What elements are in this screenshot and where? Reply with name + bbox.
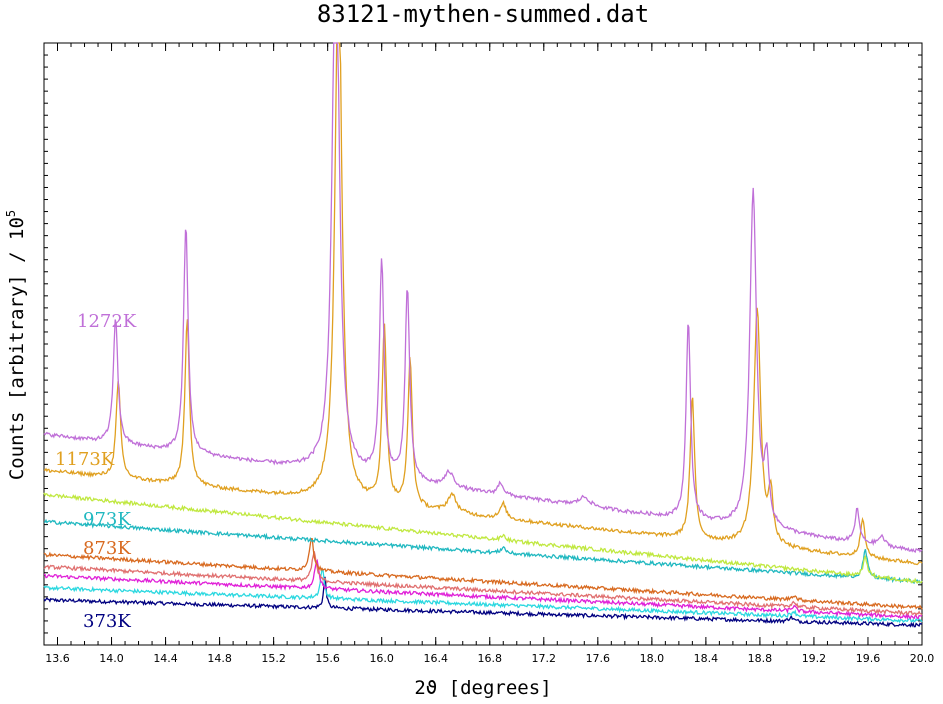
x-tick-label: 16.0: [369, 652, 394, 665]
x-axis-ticks: 13.6 14.0 14.4 14.8 15.2 15.6 16.0 16.4 16.8 17.2…: [43, 42, 935, 665]
chart-title: 83121-mythen-summed.dat: [317, 0, 649, 28]
x-tick-label: 18.0: [640, 652, 665, 665]
series-label-973K: 973K: [83, 509, 131, 530]
plot-frame: [43, 42, 923, 646]
series-line-1272K: [43, 42, 923, 554]
x-tick-label: 19.2: [802, 652, 827, 665]
x-tick-label: 18.8: [748, 652, 773, 665]
y-axis-label-exponent: 5: [4, 210, 18, 217]
x-tick-label: 14.0: [99, 652, 124, 665]
x-tick-label: 15.2: [261, 652, 286, 665]
svg-text:Counts [arbitrary] / 105: Counts [arbitrary] / 105: [4, 210, 28, 480]
series-label-1173K: 1173K: [55, 449, 115, 470]
y-axis-label: Counts [arbitrary] / 10: [6, 217, 28, 480]
x-tick-label: 16.8: [478, 652, 503, 665]
series-label-1272K: 1272K: [77, 311, 137, 332]
series-line-trace-6: [43, 492, 923, 584]
y-axis-label-group: Counts [arbitrary] / 105: [4, 210, 28, 480]
x-tick-label: 13.6: [45, 652, 70, 665]
series-labels: 373K 873K 973K 1173K 1272K: [55, 311, 137, 632]
x-tick-label: 18.4: [694, 652, 719, 665]
x-tick-label: 20.0: [910, 652, 935, 665]
x-tick-label: 16.4: [423, 652, 448, 665]
series-line-1173K: [43, 42, 923, 566]
x-tick-label: 14.4: [153, 652, 178, 665]
series-line-873K: [43, 537, 923, 610]
series-lines: [43, 42, 923, 628]
series-line-trace-2: [43, 558, 923, 621]
series-line-trace-1: [43, 569, 923, 624]
x-tick-label: 17.6: [586, 652, 611, 665]
x-tick-label: 19.6: [856, 652, 881, 665]
x-tick-label: 14.8: [207, 652, 232, 665]
series-label-873K: 873K: [83, 538, 131, 559]
x-tick-label: 15.6: [315, 652, 340, 665]
series-line-trace-3: [43, 551, 923, 617]
series-label-373K: 373K: [83, 611, 131, 632]
series-line-973K: [43, 518, 923, 585]
x-axis-label: 2ϑ [degrees]: [414, 677, 551, 699]
x-tick-label: 17.2: [532, 652, 557, 665]
series-line-373K: [43, 576, 923, 628]
